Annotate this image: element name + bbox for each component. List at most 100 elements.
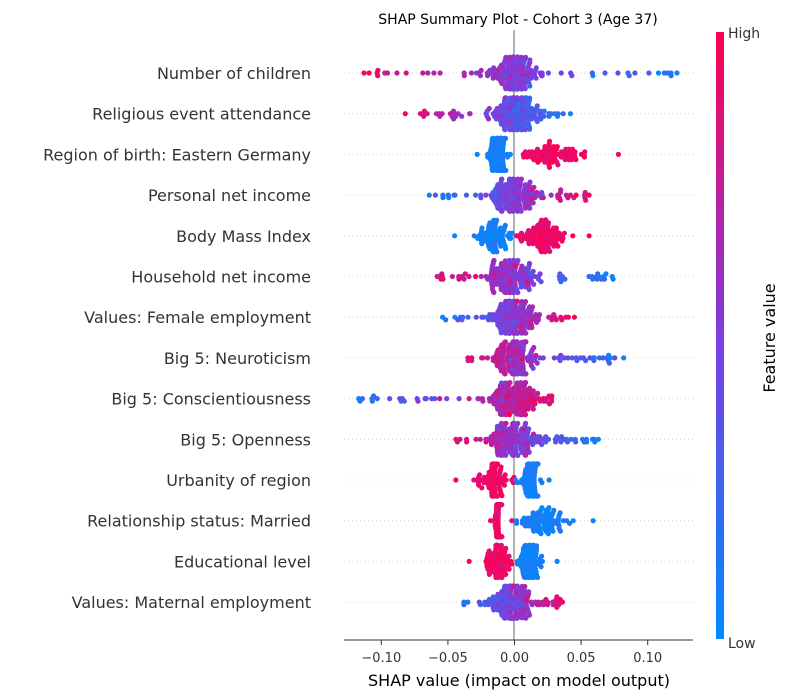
feature-label: Personal net income bbox=[148, 186, 311, 205]
shap-dot bbox=[515, 257, 521, 264]
shap-dot bbox=[359, 396, 365, 402]
shap-dot bbox=[655, 70, 662, 76]
shap-dot bbox=[499, 208, 505, 214]
shap-dot bbox=[468, 70, 474, 76]
shap-dot bbox=[557, 357, 563, 364]
shap-dot bbox=[612, 355, 618, 361]
shap-dot bbox=[549, 398, 555, 404]
shap-dot bbox=[499, 574, 505, 581]
shap-dot bbox=[514, 298, 520, 304]
feature-label: Values: Maternal employment bbox=[72, 593, 311, 612]
shap-dot bbox=[510, 208, 516, 214]
shap-dot bbox=[590, 276, 596, 282]
shap-dot bbox=[573, 439, 579, 445]
shap-dot bbox=[566, 520, 573, 526]
shap-dot bbox=[646, 70, 652, 76]
shap-dot bbox=[514, 54, 521, 60]
shap-dot bbox=[581, 154, 588, 160]
shap-dot bbox=[555, 111, 561, 117]
shap-dot bbox=[522, 86, 528, 92]
shap-dot bbox=[531, 281, 537, 287]
shap-dot bbox=[586, 192, 592, 198]
shap-dot bbox=[551, 507, 557, 513]
shap-dot bbox=[536, 312, 543, 318]
shap-dot bbox=[478, 273, 484, 280]
feature-label: Number of children bbox=[157, 64, 311, 83]
shap-dot bbox=[561, 355, 568, 361]
feature-label: Big 5: Conscientiousness bbox=[111, 390, 311, 409]
shap-dot bbox=[491, 289, 497, 296]
shap-dot bbox=[420, 70, 426, 76]
shap-dot bbox=[473, 314, 479, 320]
shap-dot bbox=[555, 162, 561, 168]
shap-dot bbox=[518, 380, 524, 386]
shap-dot bbox=[523, 615, 529, 621]
shap-dot bbox=[541, 108, 547, 114]
shap-dot bbox=[479, 241, 485, 247]
shap-dot bbox=[550, 528, 556, 534]
shap-dot bbox=[523, 420, 529, 426]
x-tick-label: 0.10 bbox=[633, 651, 662, 666]
shap-dot bbox=[592, 439, 598, 445]
shap-dot bbox=[553, 439, 559, 445]
shap-dot bbox=[527, 179, 533, 185]
shap-dot bbox=[515, 480, 521, 486]
shap-dot bbox=[444, 396, 450, 402]
shap-dot bbox=[595, 436, 602, 442]
feature-label: Big 5: Neuroticism bbox=[164, 349, 311, 368]
shap-dot bbox=[542, 144, 548, 150]
shap-dot bbox=[558, 352, 564, 358]
shap-dot bbox=[455, 111, 461, 117]
shap-dots bbox=[356, 54, 680, 621]
shap-dot bbox=[546, 477, 552, 483]
shap-dot bbox=[432, 192, 438, 198]
shap-dot bbox=[558, 187, 564, 193]
shap-dot bbox=[530, 388, 536, 394]
shap-dot bbox=[530, 268, 536, 274]
shap-dot bbox=[564, 439, 571, 445]
shap-dot bbox=[539, 480, 545, 486]
shap-dot bbox=[533, 75, 539, 81]
shap-dot bbox=[610, 276, 616, 282]
shap-dot bbox=[487, 518, 494, 524]
shap-dot bbox=[603, 271, 609, 277]
shap-dot bbox=[572, 149, 578, 155]
shap-dot bbox=[514, 520, 520, 526]
shap-dot bbox=[509, 518, 515, 524]
shap-dot bbox=[478, 195, 484, 201]
shap-dot bbox=[569, 73, 575, 79]
shap-dot bbox=[527, 205, 533, 211]
shap-dot bbox=[486, 105, 492, 112]
shap-dot bbox=[565, 355, 571, 361]
shap-dot bbox=[545, 70, 552, 76]
shap-dot bbox=[535, 390, 541, 396]
shap-dot bbox=[463, 192, 469, 198]
chart-title: SHAP Summary Plot - Cohort 3 (Age 37) bbox=[378, 12, 657, 28]
shap-dot bbox=[539, 558, 546, 565]
shap-dot bbox=[546, 505, 552, 511]
shap-dot bbox=[498, 464, 504, 470]
shap-dot bbox=[573, 157, 579, 163]
shap-dot bbox=[534, 118, 540, 125]
shap-dot bbox=[526, 426, 532, 432]
feature-label: Values: Female employment bbox=[84, 308, 311, 327]
shap-dot bbox=[529, 325, 535, 331]
shap-dot bbox=[534, 543, 540, 549]
shap-dot bbox=[484, 355, 491, 361]
shap-dot bbox=[499, 176, 505, 182]
shap-dot bbox=[545, 602, 551, 608]
shap-dot bbox=[527, 126, 533, 132]
shap-dot bbox=[518, 284, 524, 290]
feature-label: Household net income bbox=[131, 268, 311, 287]
shap-dot bbox=[532, 195, 538, 201]
shap-dot bbox=[549, 393, 555, 399]
shap-dot bbox=[502, 339, 508, 345]
shap-dot bbox=[537, 271, 543, 277]
shap-dot bbox=[558, 439, 564, 445]
shap-dot bbox=[439, 111, 445, 117]
shap-dot bbox=[596, 355, 603, 361]
shap-dot bbox=[503, 452, 509, 458]
shap-dot bbox=[515, 289, 521, 296]
shap-dot bbox=[551, 355, 557, 361]
shap-dot bbox=[538, 279, 544, 285]
